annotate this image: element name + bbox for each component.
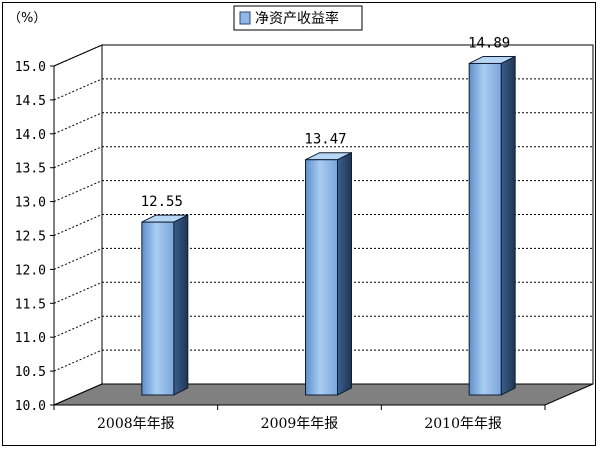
gridline-side [53,180,103,203]
gridline-side [53,214,103,236]
y-tick-label: 15.0 [15,60,46,75]
legend: 净资产收益率 [233,5,363,31]
gridline-side [53,112,103,135]
bars [141,55,516,396]
gridline-side [53,315,103,338]
bar-front [305,159,338,396]
gridline-side [53,247,103,270]
legend-box [233,5,363,31]
y-tick-label: 13.0 [15,196,46,211]
y-tick-label: 12.0 [15,263,46,278]
gridline-side [53,44,103,67]
bar [305,151,352,396]
y-tick-label: 10.0 [15,399,46,414]
x-category-label: 2008年年报 [97,416,175,432]
bar-side [337,151,352,396]
gridline-side [53,281,103,304]
bar-front [468,62,502,396]
x-category-label: 2009年年报 [261,416,339,432]
data-label: 12.55 [141,194,183,210]
x-category-label: 2010年年报 [424,416,502,432]
x-category-labels: 2008年年报 2009年年报 2010年年报 [97,416,502,432]
y-tick-labels: 10.0 10.5 11.0 11.5 12.0 12.5 13.0 13.5 14.0 14.5… [15,60,46,414]
legend-swatch [239,11,251,25]
gridline-side [53,146,103,169]
bar [468,55,516,396]
y-tick-label: 13.5 [15,162,46,177]
data-labels: 12.55 13.47 14.89 [141,35,510,210]
y-tick-label: 12.5 [15,230,46,245]
gridline-side [53,349,103,372]
y-tick-label: 11.0 [15,331,46,346]
legend-label: 净资产收益率 [255,10,339,27]
y-tick-label: 14.0 [15,128,46,143]
y-unit-label: （%） [8,11,46,26]
bar [141,214,189,396]
bar-side [173,214,189,396]
y-tick-label: 14.5 [15,94,46,109]
y-tick-label: 11.5 [15,297,46,312]
bar-front [141,221,175,396]
left-wall [53,44,103,406]
bar-side [500,55,516,396]
gridline-side [53,78,103,101]
y-tick-label: 10.5 [15,365,46,380]
data-label: 13.47 [304,132,346,148]
data-label: 14.89 [468,35,510,51]
